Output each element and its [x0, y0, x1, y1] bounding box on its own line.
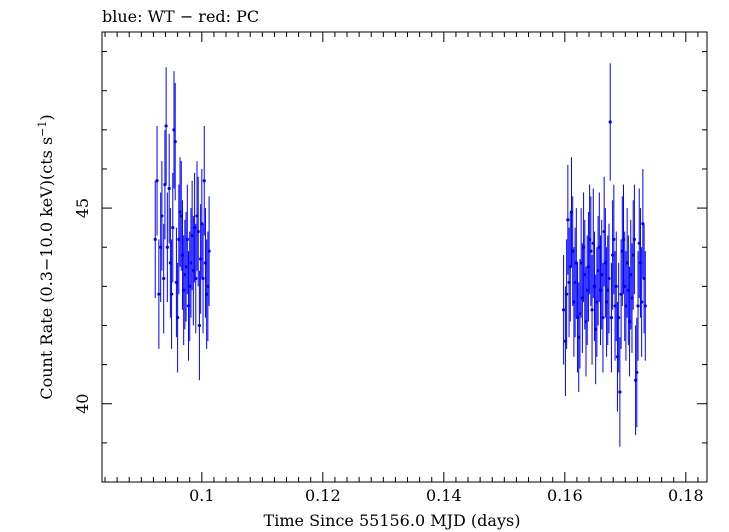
data-point: [169, 292, 174, 296]
data-point: [609, 316, 614, 320]
data-point: [636, 304, 640, 308]
data-point: [155, 179, 159, 183]
data-point: [617, 316, 621, 320]
data-point: [202, 179, 206, 183]
data-point: [590, 308, 594, 312]
data-point: [176, 316, 180, 320]
data-point: [640, 300, 644, 304]
data-point: [632, 237, 637, 241]
axis-ticks: [102, 32, 707, 483]
data-point: [589, 249, 593, 253]
y-axis-label-close: ): [37, 114, 56, 120]
x-tick-label: 0.18: [668, 486, 704, 505]
data-point: [562, 308, 566, 312]
data-point: [157, 292, 161, 296]
x-tick-label: 0.14: [426, 486, 462, 505]
data-point: [607, 276, 611, 281]
data-point: [171, 226, 175, 230]
data-point: [173, 139, 177, 144]
data-point: [207, 249, 211, 253]
y-axis-label: Count Rate (0.3−10.0 keV)(cts s−1): [36, 114, 56, 399]
x-tick-labels: 0.1 0.12 0.14 0.16 0.18: [189, 486, 704, 505]
data-point: [194, 276, 198, 281]
data-point: [162, 276, 166, 281]
data-point: [185, 237, 189, 241]
data-point: [601, 316, 605, 320]
data-points: [153, 63, 647, 447]
data-point: [608, 120, 612, 124]
data-point: [612, 237, 616, 241]
data-point: [614, 284, 618, 288]
data-point: [153, 237, 157, 241]
data-point: [160, 214, 164, 218]
chart-title: blue: WT − red: PC: [102, 7, 259, 26]
plot-frame: [101, 31, 708, 483]
data-point: [635, 370, 639, 375]
data-point: [201, 276, 205, 281]
data-point: [566, 218, 570, 222]
data-point: [164, 124, 168, 128]
data-point: [618, 390, 622, 394]
data-point: [643, 304, 647, 308]
data-point: [197, 323, 202, 328]
y-axis-label-main: Count Rate (0.3−10.0 keV)(cts s: [37, 137, 56, 400]
x-tick-label: 0.12: [305, 486, 341, 505]
y-tick-labels: 40 45: [73, 198, 92, 414]
data-point: [565, 292, 569, 296]
y-tick-label: 45: [73, 198, 92, 218]
x-axis-label: Time Since 55156.0 MJD (days): [264, 511, 521, 530]
data-point: [196, 229, 200, 234]
y-tick-label: 40: [73, 394, 92, 414]
x-tick-label: 0.1: [189, 486, 214, 505]
x-tick-label: 0.16: [547, 486, 583, 505]
data-point: [165, 245, 169, 249]
data-point: [167, 186, 171, 191]
y-axis-label-superscript: −1: [36, 121, 49, 137]
